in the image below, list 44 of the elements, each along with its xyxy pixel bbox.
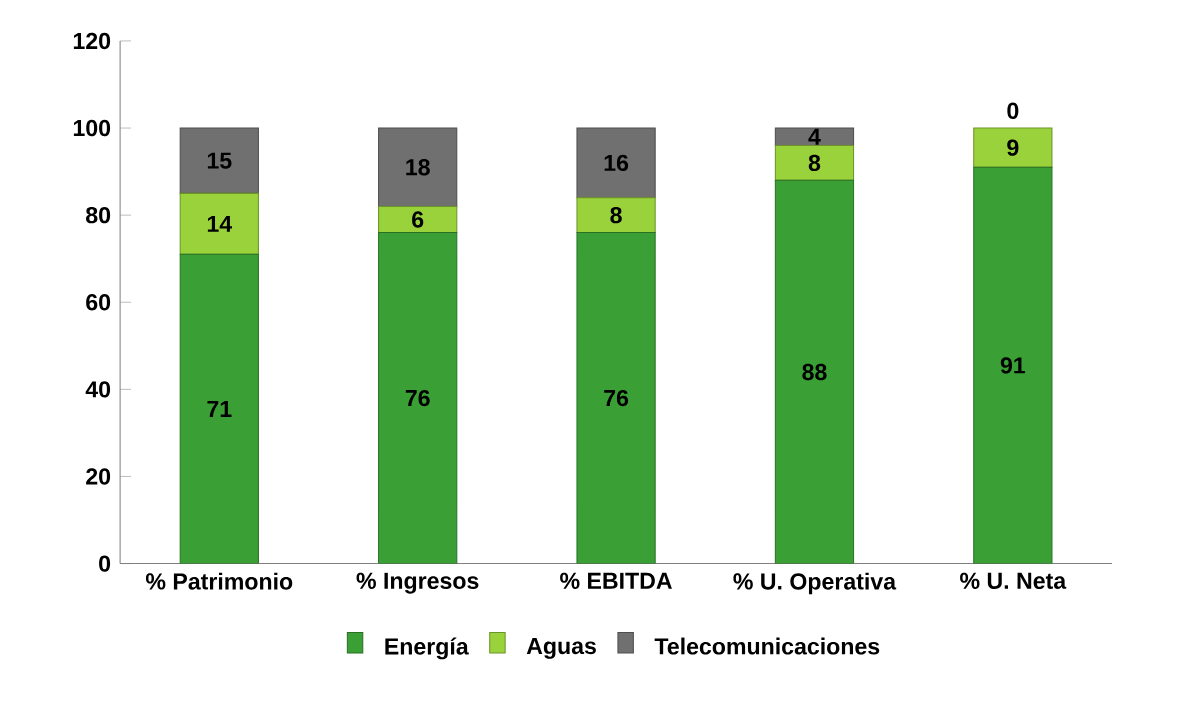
data-label: 0 <box>1007 102 1019 119</box>
data-label: 15 <box>207 152 232 169</box>
bar <box>179 127 259 194</box>
data-label: 18 <box>406 158 430 176</box>
y-tick-label: 40 <box>85 380 111 398</box>
legend-label: Telecomunicaciones <box>654 637 880 655</box>
bar <box>973 166 1053 564</box>
x-tick-label: % U. Operativa <box>733 572 897 594</box>
bar <box>576 231 656 564</box>
bar <box>179 253 259 564</box>
bar <box>179 192 259 255</box>
bar <box>774 144 855 181</box>
data-label: 14 <box>207 215 233 232</box>
data-label: 8 <box>808 154 821 171</box>
y-tick-label: 100 <box>73 119 111 137</box>
bar <box>378 205 458 233</box>
bar <box>378 231 458 564</box>
y-tick-label: 120 <box>73 32 111 49</box>
x-tick-label: % Ingresos <box>356 572 479 594</box>
data-label: 6 <box>412 211 424 228</box>
data-label: 88 <box>802 363 827 380</box>
y-tick-label: 60 <box>86 293 111 311</box>
data-label: 8 <box>610 206 622 224</box>
bar <box>774 179 855 564</box>
bar <box>774 127 855 146</box>
y-tick-label: 0 <box>99 555 111 572</box>
x-tick-label: % Patrimonio <box>145 572 293 590</box>
x-tick-label: % EBITDA <box>560 572 672 589</box>
data-label: 9 <box>1007 139 1019 156</box>
data-label: 91 <box>1000 356 1026 374</box>
bar <box>973 127 1053 168</box>
y-tick-label: 80 <box>86 206 111 224</box>
y-tick-label: 20 <box>86 468 111 485</box>
data-label: 71 <box>207 400 232 417</box>
data-label: 16 <box>604 154 629 171</box>
data-label: 76 <box>405 389 430 407</box>
legend-label: Energía <box>385 637 469 660</box>
data-label: 4 <box>808 128 821 145</box>
bar <box>576 127 656 199</box>
bar <box>576 196 656 233</box>
bar <box>378 127 458 207</box>
x-tick-label: % U. Neta <box>960 572 1067 589</box>
legend-label: Aguas <box>526 637 596 659</box>
data-label: 76 <box>604 389 629 407</box>
